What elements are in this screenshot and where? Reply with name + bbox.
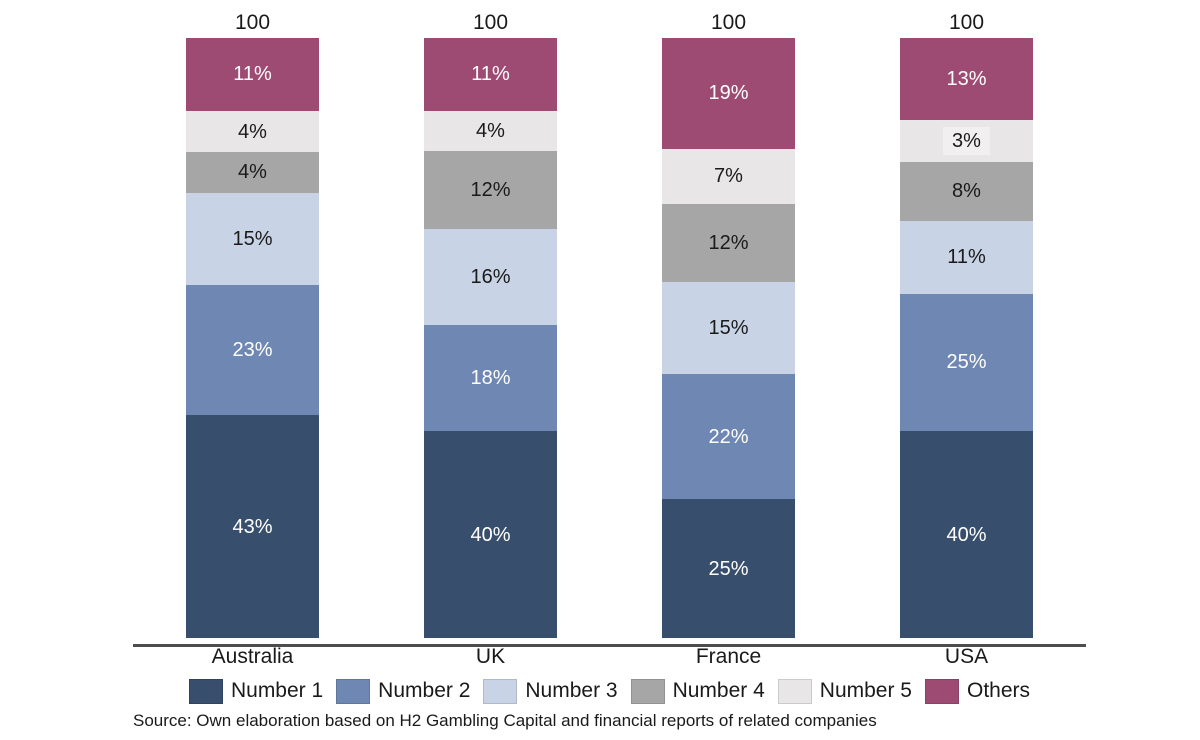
bar-segment: 11% — [186, 37, 319, 112]
legend-swatch — [924, 678, 959, 704]
bar-segment: 11% — [900, 220, 1033, 294]
bar-total-label: 100 — [710, 11, 747, 34]
legend-item: Number 1 — [188, 678, 324, 704]
bar-total-label: 100 — [472, 11, 509, 34]
segment-value-label: 8% — [952, 180, 981, 203]
bar-column: 100 11% 4% 4% 15% 23% 43% Australia — [186, 10, 319, 679]
bar-segment: 22% — [662, 374, 795, 500]
segment-value-label: 40% — [946, 523, 987, 546]
bar-segment: 40% — [900, 431, 1033, 639]
segment-value-label: 12% — [708, 231, 749, 254]
legend-label: Number 1 — [230, 679, 324, 702]
bar-segment: 23% — [186, 285, 319, 415]
legend-item: Others — [924, 678, 1031, 704]
legend-label: Number 4 — [672, 679, 765, 702]
bar-segment: 4% — [186, 111, 319, 152]
segment-value-label: 7% — [714, 165, 743, 188]
legend-swatch — [336, 678, 371, 704]
bar-segment: 13% — [900, 37, 1033, 120]
source-note: Source: Own elaboration based on H2 Gamb… — [133, 711, 877, 730]
category-label: France — [695, 645, 762, 669]
legend-swatch — [188, 678, 223, 704]
segment-value-label: 15% — [708, 316, 749, 339]
segment-value-label: 15% — [232, 227, 273, 250]
segment-value-label: 4% — [476, 120, 505, 143]
bar-segment: 3% — [900, 119, 1033, 162]
bar-column: 100 13% 3% 8% 11% 25% 40% USA — [900, 10, 1033, 679]
bar-total-label: 100 — [234, 11, 271, 34]
segment-value-label: 23% — [232, 338, 273, 361]
legend-label: Number 5 — [819, 679, 912, 702]
segment-value-label: 25% — [946, 351, 987, 374]
bar-segment: 15% — [186, 192, 319, 286]
bar-segment: 25% — [662, 499, 795, 639]
segment-value-label: 3% — [943, 126, 990, 155]
bar-segment: 11% — [424, 37, 557, 111]
plot-area: 100 11% 4% 4% 15% 23% 43% Australia 100 11% 4% 12% 1… — [133, 10, 1086, 679]
bar-segment: 19% — [662, 37, 795, 149]
legend: Number 1 Number 2 Number 3 Number 4 Number 5… — [133, 677, 1086, 705]
bar-segment: 43% — [186, 414, 319, 639]
stacked-bar: 13% 3% 8% 11% 25% 40% — [900, 37, 1033, 639]
bar-segment: 15% — [662, 281, 795, 375]
category-label: USA — [944, 645, 989, 669]
bar-column: 100 11% 4% 12% 16% 18% 40% UK — [424, 10, 557, 679]
stacked-bar: 19% 7% 12% 15% 22% 25% — [662, 37, 795, 639]
bar-segment: 40% — [424, 430, 557, 639]
legend-swatch — [483, 678, 518, 704]
legend-item: Number 3 — [483, 678, 618, 704]
segment-value-label: 12% — [470, 179, 511, 202]
bar-segment: 4% — [186, 152, 319, 193]
segment-value-label: 11% — [471, 63, 510, 86]
legend-item: Number 5 — [777, 678, 912, 704]
bar-segment: 12% — [424, 151, 557, 229]
bar-segment: 16% — [424, 229, 557, 326]
legend-item: Number 2 — [336, 678, 471, 704]
bar-total-label: 100 — [948, 11, 985, 34]
category-label: Australia — [211, 645, 294, 669]
segment-value-label: 22% — [708, 425, 749, 448]
segment-value-label: 13% — [946, 67, 987, 90]
segment-value-label: 11% — [233, 63, 272, 86]
segment-value-label: 4% — [238, 120, 267, 143]
segment-value-label: 4% — [238, 161, 267, 184]
stacked-bar: 11% 4% 4% 15% 23% 43% — [186, 37, 319, 639]
bar-segment: 8% — [900, 161, 1033, 221]
bar-segment: 4% — [424, 110, 557, 152]
bar-column: 100 19% 7% 12% 15% 22% 25% France — [662, 10, 795, 679]
bar-segment: 18% — [424, 325, 557, 431]
x-axis-line — [133, 644, 1086, 647]
segment-value-label: 25% — [708, 557, 749, 580]
bar-segment: 12% — [662, 203, 795, 282]
segment-value-label: 19% — [708, 82, 749, 105]
legend-label: Others — [966, 679, 1031, 702]
bar-segment: 25% — [900, 293, 1033, 432]
segment-value-label: 11% — [947, 246, 986, 269]
stacked-bar: 11% 4% 12% 16% 18% 40% — [424, 37, 557, 639]
legend-item: Number 4 — [630, 678, 765, 704]
legend-swatch — [630, 678, 665, 704]
legend-label: Number 3 — [525, 679, 618, 702]
legend-label: Number 2 — [378, 679, 471, 702]
category-label: UK — [475, 645, 506, 669]
legend-swatch — [777, 678, 812, 704]
segment-value-label: 16% — [470, 266, 511, 289]
bar-segment: 7% — [662, 148, 795, 204]
segment-value-label: 18% — [470, 367, 511, 389]
segment-value-label: 43% — [232, 515, 273, 538]
segment-value-label: 40% — [470, 523, 511, 546]
